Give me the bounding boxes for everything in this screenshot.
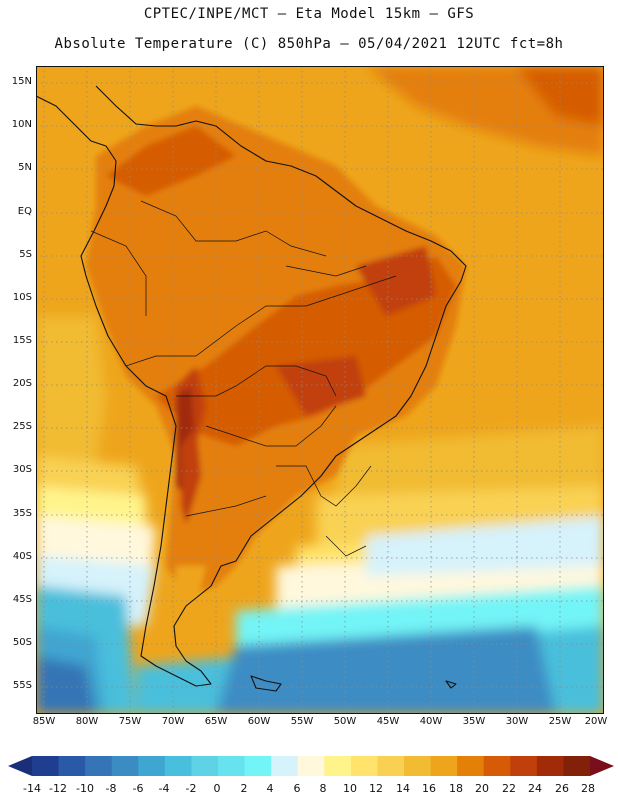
lat-label-50s: 50S xyxy=(12,637,32,648)
lat-label-55s: 55S xyxy=(12,680,32,691)
colorbar-segment xyxy=(297,756,325,776)
colorbar-label: 28 xyxy=(581,782,595,795)
colorbar-label: 16 xyxy=(422,782,436,795)
lon-label-35w: 35W xyxy=(462,716,486,727)
temperature-map xyxy=(36,66,604,714)
colorbar-segment xyxy=(430,756,458,776)
country-borders xyxy=(90,200,397,557)
colorbar-label: 2 xyxy=(240,782,248,795)
colorbar-label: 14 xyxy=(396,782,410,795)
lat-label-10n: 10N xyxy=(11,119,32,130)
lon-label-25w: 25W xyxy=(548,716,572,727)
lat-label-15n: 15N xyxy=(11,76,32,87)
colorbar-label: 22 xyxy=(502,782,516,795)
lon-label-70w: 70W xyxy=(161,716,185,727)
colorbar-segment xyxy=(138,756,166,776)
colorbar-segment xyxy=(457,756,485,776)
lon-label-60w: 60W xyxy=(247,716,271,727)
colorbar-segment xyxy=(483,756,511,776)
lon-label-75w: 75W xyxy=(118,716,142,727)
lat-label-20s: 20S xyxy=(12,378,32,389)
colorbar-label: 4 xyxy=(266,782,274,795)
lon-label-30w: 30W xyxy=(505,716,529,727)
colorbar-segment xyxy=(191,756,219,776)
colorbar-label: 18 xyxy=(449,782,463,795)
colorbar-segment xyxy=(85,756,113,776)
colorbar-label: -4 xyxy=(158,782,170,795)
title-line-2: Absolute Temperature (C) 850hPa – 05/04/… xyxy=(54,36,564,52)
colorbar-segment xyxy=(350,756,378,776)
lon-label-80w: 80W xyxy=(75,716,99,727)
colorbar-label: 0 xyxy=(213,782,221,795)
lat-label-35s: 35S xyxy=(12,508,32,519)
lat-label-40s: 40S xyxy=(12,551,32,562)
colorbar-segment xyxy=(164,756,192,776)
colorbar-label: -14 xyxy=(23,782,41,795)
lon-label-45w: 45W xyxy=(376,716,400,727)
colorbar-label: 6 xyxy=(293,782,301,795)
colorbar-under-arrow xyxy=(8,756,32,776)
colorbar xyxy=(8,756,614,776)
lon-label-55w: 55W xyxy=(290,716,314,727)
lat-label-25s: 25S xyxy=(12,421,32,432)
colorbar-segment xyxy=(271,756,299,776)
coastlines xyxy=(36,85,467,692)
colorbar-segment xyxy=(111,756,139,776)
colorbar-segment xyxy=(244,756,272,776)
lon-label-40w: 40W xyxy=(419,716,443,727)
colorbar-label: 24 xyxy=(528,782,542,795)
colorbar-segment xyxy=(218,756,246,776)
lon-label-65w: 65W xyxy=(204,716,228,727)
colorbar-segment xyxy=(324,756,352,776)
lat-label-15s: 15S xyxy=(12,335,32,346)
lat-label-30s: 30S xyxy=(12,464,32,475)
lon-label-85w: 85W xyxy=(32,716,56,727)
colorbar-over-arrow xyxy=(590,756,614,776)
title-line-1: CPTEC/INPE/MCT – Eta Model 15km – GFS xyxy=(143,6,475,22)
colorbar-segment xyxy=(377,756,405,776)
lon-label-20w: 20W xyxy=(584,716,608,727)
graticule xyxy=(36,66,604,714)
lat-label-5n: 5N xyxy=(18,162,32,173)
map-frame xyxy=(36,66,604,714)
colorbar-label: 20 xyxy=(475,782,489,795)
colorbar-segment xyxy=(32,756,60,776)
colorbar-segment xyxy=(536,756,564,776)
colorbar-segment xyxy=(563,756,591,776)
lat-label-10s: 10S xyxy=(12,292,32,303)
colorbar-segment xyxy=(510,756,538,776)
colorbar-label: 26 xyxy=(555,782,569,795)
continent-temperature-field xyxy=(86,106,466,606)
colorbar-segment xyxy=(58,756,86,776)
colorbar-label: -6 xyxy=(132,782,144,795)
colorbar-label: 10 xyxy=(343,782,357,795)
colorbar-label: -2 xyxy=(185,782,197,795)
colorbar-label: 8 xyxy=(319,782,327,795)
lon-label-50w: 50W xyxy=(333,716,357,727)
lat-label-eq: EQ xyxy=(17,206,32,217)
lat-label-5s: 5S xyxy=(19,249,32,260)
colorbar-label: -8 xyxy=(105,782,117,795)
colorbar-label: -10 xyxy=(76,782,94,795)
colorbar-label: 12 xyxy=(369,782,383,795)
colorbar-label: -12 xyxy=(49,782,67,795)
colorbar-segment xyxy=(404,756,432,776)
lat-label-45s: 45S xyxy=(12,594,32,605)
